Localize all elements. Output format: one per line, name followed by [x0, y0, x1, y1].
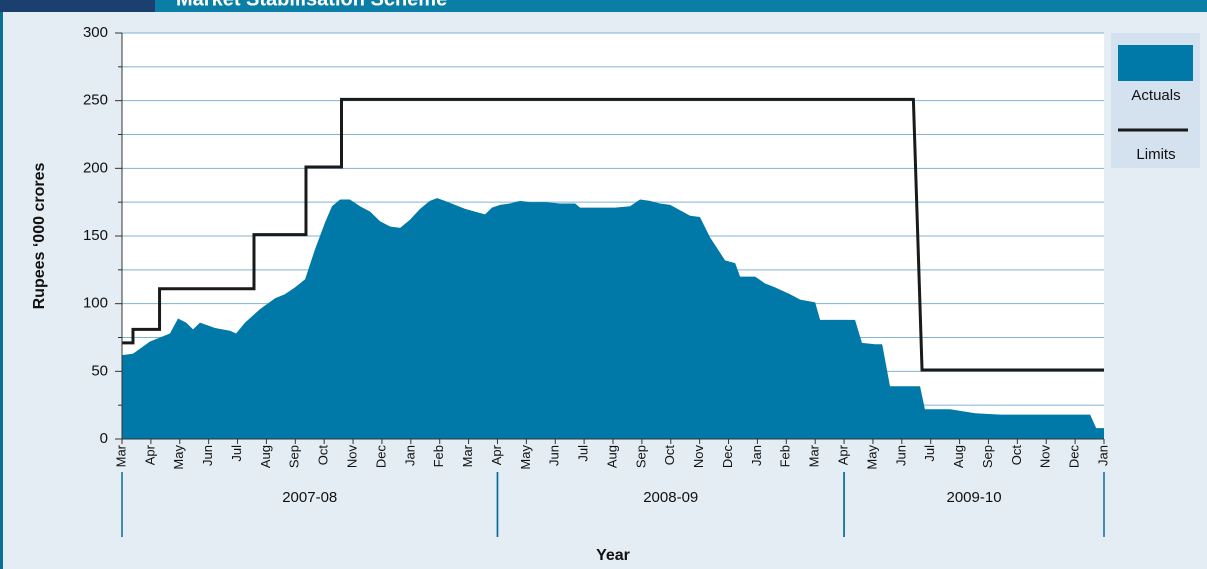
chart-title: Market Stabilisation Scheme [176, 0, 447, 10]
x-tick-label: May [171, 445, 186, 470]
legend-swatch [1118, 45, 1193, 81]
x-tick-label: Jan [402, 445, 417, 466]
x-tick-label: Apr [835, 444, 850, 465]
x-tick-label: Jul [229, 445, 244, 462]
header-bar [0, 0, 1207, 12]
x-tick-label: Oct [1009, 445, 1024, 466]
header-box [0, 0, 155, 12]
x-tick-label: Aug [604, 445, 619, 468]
x-tick-label: Dec [720, 445, 735, 469]
x-tick-label: Apr [142, 444, 157, 465]
y-tick-label: 250 [83, 92, 108, 109]
y-tick-label: 150 [83, 227, 108, 244]
area [122, 198, 1104, 439]
x-axis-title: Year [596, 547, 630, 564]
x-tick-label: Sep [633, 445, 648, 468]
x-tick-label: Mar [460, 444, 475, 467]
legend-label: Limits [1136, 146, 1175, 163]
x-tick-label: Jun [893, 445, 908, 466]
x-tick-label: Mar [807, 444, 822, 467]
x-tick-label: Jul [922, 445, 937, 462]
x-tick-label: Jan [1095, 445, 1110, 466]
x-tick-label: Sep [287, 445, 302, 468]
x-tick-label: May [864, 445, 879, 470]
x-tick-label: Mar [113, 444, 128, 467]
x-tick-label: Jun [547, 445, 562, 466]
x-tick-label: Dec [373, 445, 388, 469]
group-label: 2007-08 [282, 489, 337, 506]
x-tick-label: May [518, 445, 533, 470]
legend-label: Actuals [1131, 87, 1180, 104]
x-tick-label: Nov [691, 445, 706, 469]
x-tick-label: Aug [258, 445, 273, 468]
y-tick-label: 50 [91, 362, 108, 379]
y-tick-label: 300 [83, 24, 108, 41]
line [122, 97, 1104, 372]
x-tick-label: Oct [662, 445, 677, 466]
y-tick-label: 200 [83, 159, 108, 176]
y-tick-label: 0 [100, 430, 108, 447]
group-label: 2009-10 [946, 489, 1001, 506]
group-label: 2008-09 [643, 489, 698, 506]
x-tick-label: Feb [778, 445, 793, 467]
x-tick-label: Jun [200, 445, 215, 466]
x-tick-label: Jul [576, 445, 591, 462]
y-axis-title: Rupees ‘000 crores [31, 163, 48, 310]
y-tick-label: 100 [83, 295, 108, 312]
left-border [0, 0, 3, 569]
x-tick-label: Apr [489, 444, 504, 465]
x-tick-label: Oct [316, 445, 331, 466]
x-tick-label: Sep [980, 445, 995, 468]
x-tick-label: Jan [749, 445, 764, 466]
x-tick-label: Dec [1067, 445, 1082, 469]
x-tick-label: Nov [344, 445, 359, 469]
x-tick-label: Nov [1038, 445, 1053, 469]
x-tick-label: Aug [951, 445, 966, 468]
x-tick-label: Feb [431, 445, 446, 467]
